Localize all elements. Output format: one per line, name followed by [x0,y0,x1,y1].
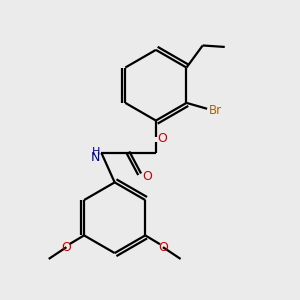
Text: Br: Br [208,104,222,117]
Text: H: H [92,147,100,157]
Text: O: O [61,241,71,254]
Text: O: O [158,241,168,254]
Text: O: O [158,132,167,145]
Text: O: O [142,170,152,183]
Text: N: N [91,151,100,164]
